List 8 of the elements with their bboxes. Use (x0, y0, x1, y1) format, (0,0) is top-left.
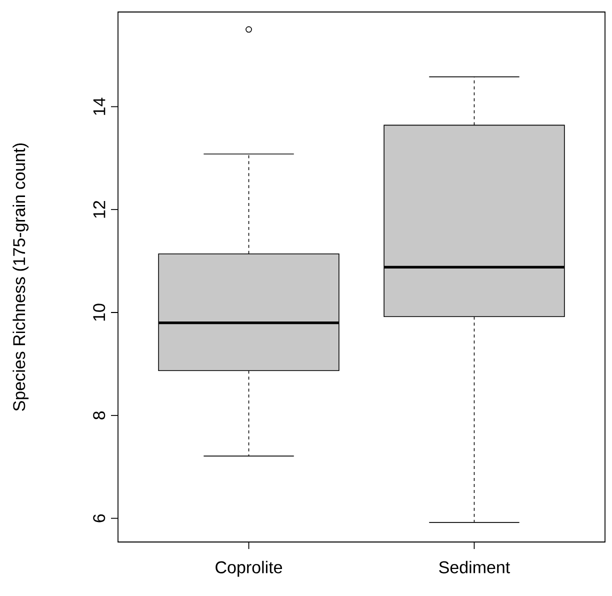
y-tick-label: 12 (93, 200, 106, 218)
x-tick-label: Coprolite (216, 560, 282, 577)
y-tick-label: 14 (93, 98, 106, 115)
y-tick-label: 6 (93, 514, 106, 522)
x-tick-label: Sediment (439, 560, 510, 574)
y-tick-label: 8 (93, 411, 106, 420)
y-tick-label: 10 (93, 304, 106, 321)
y-axis-title: Species Richness (175-grain count) (12, 143, 29, 411)
